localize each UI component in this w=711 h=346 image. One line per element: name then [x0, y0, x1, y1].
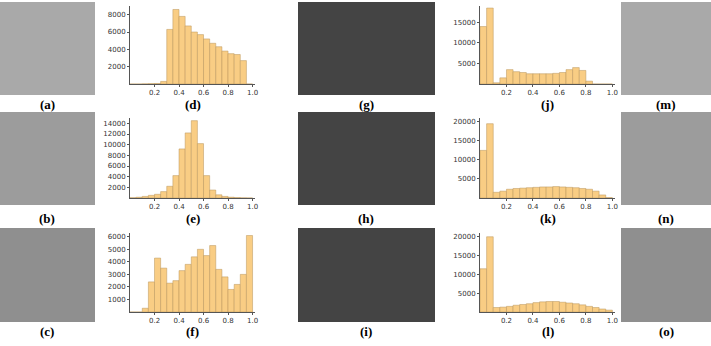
svg-text:0.8: 0.8	[580, 89, 591, 97]
svg-text:(m): (m)	[656, 97, 676, 112]
svg-text:(l): (l)	[542, 324, 554, 339]
svg-text:0.4: 0.4	[173, 203, 185, 211]
svg-text:0.2: 0.2	[501, 89, 512, 97]
svg-text:10000: 10000	[453, 156, 475, 164]
svg-text:0.6: 0.6	[554, 89, 566, 97]
svg-text:1.0: 1.0	[247, 203, 258, 211]
svg-text:(e): (e)	[186, 211, 200, 226]
svg-text:0.8: 0.8	[580, 203, 591, 211]
svg-text:2000: 2000	[108, 63, 126, 71]
svg-text:6000: 6000	[108, 28, 126, 36]
svg-text:0.2: 0.2	[149, 203, 160, 211]
svg-text:20000: 20000	[453, 118, 475, 126]
svg-text:0.6: 0.6	[198, 203, 210, 211]
svg-text:2000: 2000	[108, 184, 126, 192]
svg-text:10000: 10000	[453, 39, 475, 47]
svg-text:15000: 15000	[453, 137, 475, 145]
svg-text:1000: 1000	[108, 296, 126, 304]
svg-text:10000: 10000	[453, 271, 475, 279]
svg-text:0.2: 0.2	[501, 317, 512, 325]
svg-text:0.4: 0.4	[173, 317, 185, 325]
svg-text:(d): (d)	[185, 97, 201, 112]
svg-text:15000: 15000	[453, 252, 475, 260]
svg-text:(i): (i)	[360, 324, 372, 339]
svg-text:1.0: 1.0	[607, 317, 618, 325]
svg-text:1.0: 1.0	[607, 203, 618, 211]
svg-text:12000: 12000	[103, 130, 125, 138]
svg-text:0.6: 0.6	[554, 203, 566, 211]
svg-text:20000: 20000	[453, 233, 475, 241]
svg-text:(o): (o)	[659, 324, 674, 339]
svg-text:0.8: 0.8	[222, 89, 233, 97]
svg-text:6000: 6000	[108, 162, 126, 170]
svg-text:4000: 4000	[108, 46, 126, 54]
svg-text:(n): (n)	[658, 211, 674, 226]
svg-text:8000: 8000	[108, 152, 126, 160]
svg-text:0.4: 0.4	[527, 203, 539, 211]
svg-text:8000: 8000	[108, 11, 126, 19]
svg-text:5000: 5000	[458, 175, 476, 183]
svg-text:0.6: 0.6	[554, 317, 566, 325]
svg-text:4000: 4000	[108, 258, 126, 266]
svg-text:(g): (g)	[359, 97, 374, 112]
svg-text:(b): (b)	[39, 211, 55, 226]
svg-text:5000: 5000	[458, 60, 476, 68]
svg-text:1.0: 1.0	[607, 89, 618, 97]
svg-text:2000: 2000	[108, 283, 126, 291]
svg-text:0.2: 0.2	[501, 203, 512, 211]
svg-text:0.2: 0.2	[149, 89, 160, 97]
svg-text:0.6: 0.6	[198, 89, 210, 97]
svg-text:4000: 4000	[108, 173, 126, 181]
svg-text:0.4: 0.4	[173, 89, 185, 97]
svg-text:0.2: 0.2	[149, 317, 160, 325]
svg-text:1.0: 1.0	[247, 89, 258, 97]
svg-text:5000: 5000	[108, 246, 126, 254]
svg-text:0.8: 0.8	[222, 203, 233, 211]
svg-text:0.4: 0.4	[527, 89, 539, 97]
svg-text:15000: 15000	[453, 19, 475, 27]
svg-text:1.0: 1.0	[247, 317, 258, 325]
svg-text:14000: 14000	[103, 120, 125, 128]
svg-text:(k): (k)	[540, 211, 556, 226]
svg-text:0.6: 0.6	[198, 317, 210, 325]
svg-text:10000: 10000	[103, 141, 125, 149]
svg-text:(a): (a)	[40, 97, 55, 112]
svg-text:5000: 5000	[458, 290, 476, 298]
svg-text:(c): (c)	[40, 324, 54, 339]
svg-text:6000: 6000	[108, 233, 126, 241]
svg-text:(h): (h)	[358, 211, 374, 226]
svg-text:0.8: 0.8	[222, 317, 233, 325]
svg-text:(f): (f)	[186, 324, 199, 339]
svg-text:0.8: 0.8	[580, 317, 591, 325]
svg-text:(j): (j)	[541, 97, 554, 112]
svg-text:3000: 3000	[108, 271, 126, 279]
svg-text:0.4: 0.4	[527, 317, 539, 325]
